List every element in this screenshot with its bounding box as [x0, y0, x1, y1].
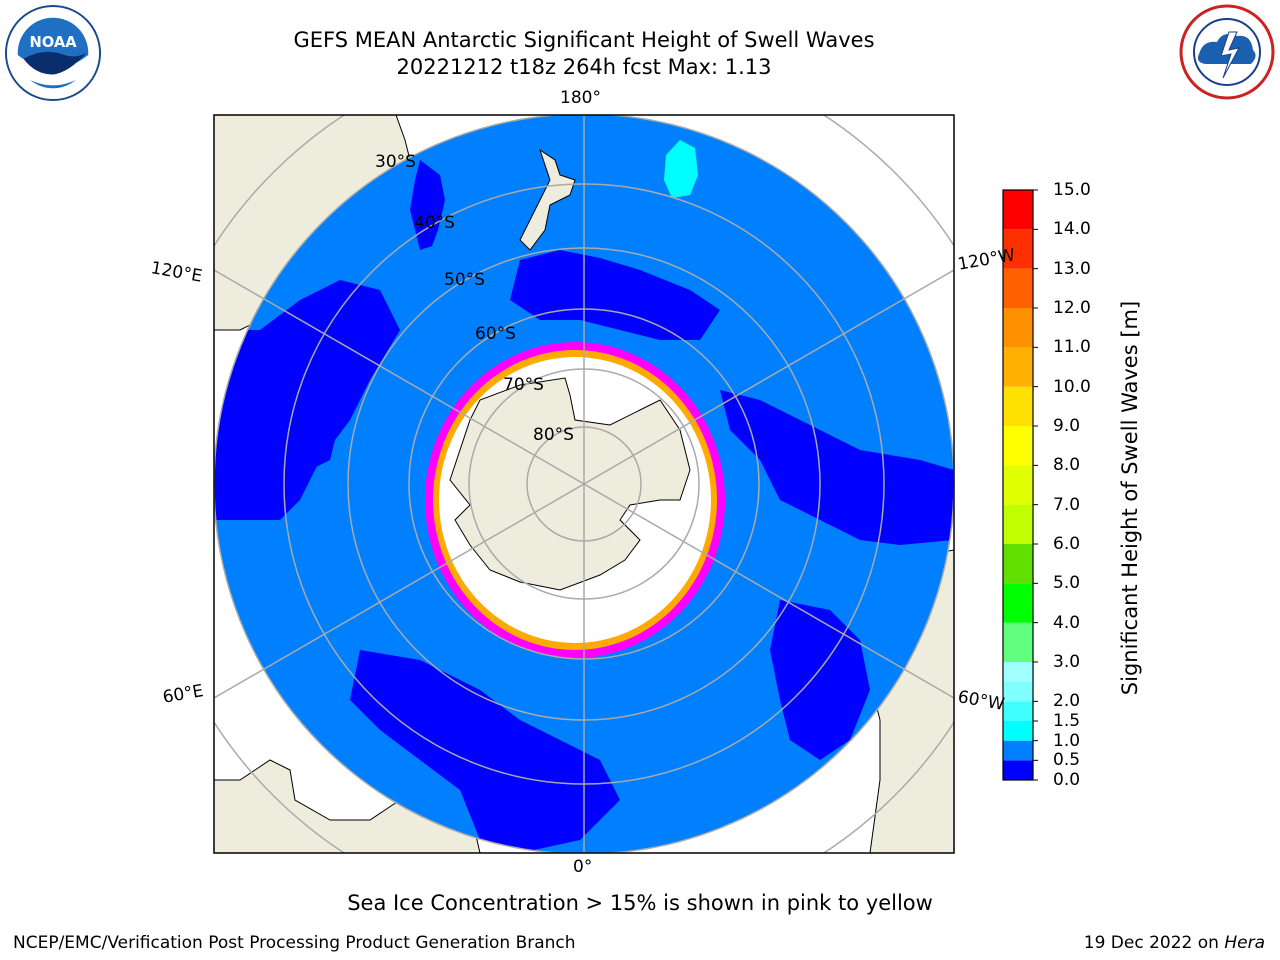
- colorbar-bin-1: [1003, 740, 1033, 761]
- colorbar-bin-16: [1003, 229, 1033, 269]
- africa-landmass: [214, 759, 481, 853]
- colorbar-bin-6: [1003, 622, 1033, 662]
- colorbar-tick-label: 9.0: [1053, 416, 1081, 436]
- noaa-logo-icon: NOAA: [4, 4, 102, 102]
- antarctica-landmass: [449, 377, 691, 591]
- colorbar-tick-label: 15.0: [1053, 180, 1091, 200]
- colorbar-tick-label: 7.0: [1053, 494, 1081, 515]
- lat-label-30s: 30°S: [375, 152, 416, 172]
- footer-machine: Hera: [1224, 933, 1265, 953]
- colorbar-tick-label: 12.0: [1053, 298, 1091, 318]
- lat-label-50s: 50°S: [444, 270, 485, 290]
- colorbar-bin-11: [1003, 426, 1033, 466]
- nws-logo-icon: [1179, 4, 1275, 100]
- footer-date-text: 19 Dec 2022 on: [1083, 933, 1225, 953]
- chart-subtitle: 20221212 t18z 264h fcst Max: 1.13: [396, 55, 772, 79]
- colorbar-tick-label: 3.0: [1053, 652, 1081, 672]
- footer-credit: NCEP/EMC/Verification Post Processing Pr…: [13, 933, 576, 953]
- lon-label-0: 0°: [573, 857, 593, 877]
- colorbar-tick-label: 14.0: [1053, 219, 1091, 240]
- noaa-logo-text: NOAA: [29, 34, 77, 51]
- colorbar-bin-13: [1003, 347, 1033, 387]
- colorbar-tick-label: 2.0: [1053, 691, 1081, 712]
- colorbar-tick-label: 0.0: [1053, 770, 1081, 790]
- colorbar-tick-label: 8.0: [1053, 455, 1081, 476]
- colorbar-tick-label: 0.5: [1053, 750, 1081, 771]
- colorbar-tick-label: 1.0: [1053, 730, 1081, 751]
- colorbar-tick-label: 10.0: [1053, 376, 1091, 397]
- colorbar-bin-14: [1003, 308, 1033, 348]
- lat-label-60s: 60°S: [475, 324, 516, 344]
- lat-label-40s: 40°S: [414, 213, 455, 233]
- lat-label-80s: 80°S: [533, 425, 574, 445]
- colorbar-bin-4: [1003, 681, 1033, 702]
- colorbar-tick-label: 11.0: [1053, 337, 1091, 358]
- colorbar-tick-label: 1.5: [1053, 711, 1081, 731]
- chart-title: GEFS MEAN Antarctic Significant Height o…: [293, 28, 875, 52]
- colorbar-bin-2: [1003, 721, 1033, 741]
- colorbar-bin-9: [1003, 504, 1033, 544]
- colorbar-tick-label: 5.0: [1053, 573, 1081, 594]
- colorbar-bin-7: [1003, 583, 1033, 623]
- sea-ice-note: Sea Ice Concentration > 15% is shown in …: [347, 891, 933, 915]
- map-frame: [213, 114, 955, 854]
- colorbar-bin-5: [1003, 662, 1033, 682]
- colorbar-bin-3: [1003, 701, 1033, 721]
- colorbar-tick-label: 13.0: [1053, 258, 1091, 279]
- colorbar-tick-label: 4.0: [1053, 612, 1081, 633]
- colorbar-bin-0: [1003, 760, 1033, 780]
- colorbar-bin-8: [1003, 544, 1033, 584]
- colorbar-bin-15: [1003, 268, 1033, 308]
- colorbar: [1002, 189, 1038, 781]
- lon-label-180: 180°: [560, 88, 601, 108]
- footer-date: 19 Dec 2022 on Hera: [1084, 933, 1265, 953]
- colorbar-bin-12: [1003, 386, 1033, 426]
- colorbar-bin-10: [1003, 465, 1033, 505]
- lat-label-70s: 70°S: [503, 375, 544, 395]
- colorbar-frame: [1002, 189, 1034, 781]
- colorbar-tick-label: 6.0: [1053, 534, 1081, 554]
- new-zealand-landmass: [519, 148, 576, 251]
- colorbar-bin-17: [1003, 190, 1033, 230]
- colorbar-label: Significant Height of Swell Waves [m]: [1118, 300, 1142, 696]
- graticule: [214, 115, 954, 853]
